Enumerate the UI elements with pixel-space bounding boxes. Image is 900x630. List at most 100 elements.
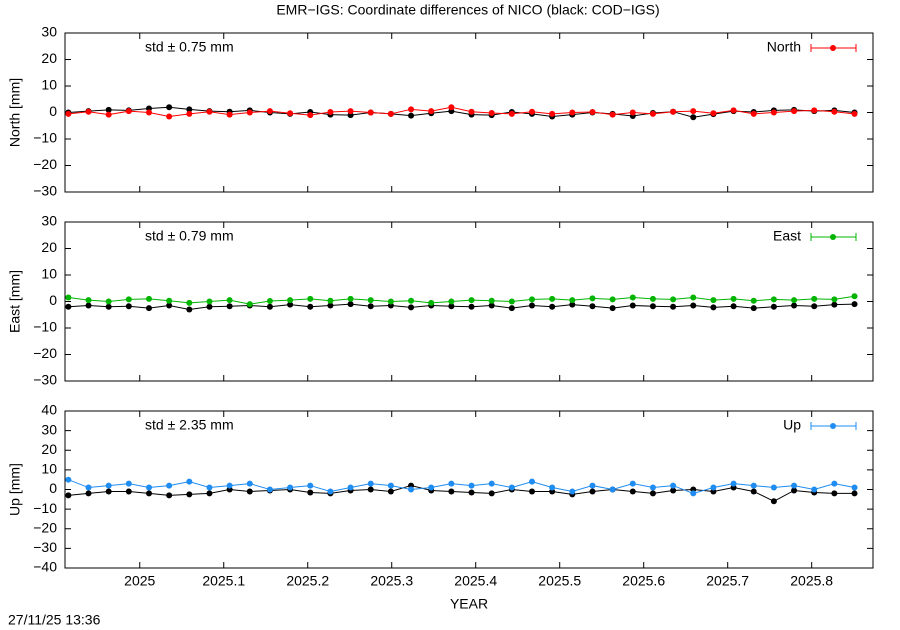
data-point (488, 110, 495, 117)
data-point (649, 295, 656, 302)
data-point (649, 484, 656, 491)
data-point (831, 108, 838, 115)
y-tick-label: −20 (33, 519, 57, 535)
data-point (791, 108, 798, 115)
data-point (851, 110, 858, 117)
data-point (206, 108, 213, 115)
data-point (508, 305, 515, 312)
x-axis-label: YEAR (450, 596, 488, 612)
x-tick-label: 2025.8 (790, 573, 833, 589)
series-line (68, 106, 855, 118)
data-point (85, 490, 92, 497)
data-point (85, 302, 92, 309)
data-point (287, 110, 294, 117)
data-point (105, 111, 112, 118)
data-point (629, 294, 636, 301)
legend-symbol (830, 234, 836, 240)
plot-frame (64, 410, 874, 569)
data-point (186, 110, 193, 117)
data-point (166, 297, 173, 304)
data-point (408, 106, 415, 113)
data-point (367, 297, 374, 304)
y-tick-label: −30 (33, 539, 57, 555)
data-point (387, 298, 394, 305)
data-point (428, 108, 435, 115)
data-point (226, 297, 233, 304)
data-point (549, 303, 556, 310)
data-point (408, 112, 415, 119)
data-point (468, 482, 475, 489)
data-point (670, 303, 677, 310)
data-point (125, 480, 132, 487)
data-point (226, 303, 233, 310)
data-point (670, 108, 677, 115)
data-point (408, 486, 415, 493)
y-tick-label: 0 (49, 292, 57, 308)
data-point (428, 484, 435, 491)
data-point (387, 110, 394, 117)
data-point (65, 294, 72, 301)
data-point (508, 110, 515, 117)
data-point (246, 109, 253, 116)
series-line (68, 303, 855, 310)
data-point (730, 303, 737, 310)
data-point (327, 302, 334, 309)
data-point (307, 295, 314, 302)
data-point (710, 484, 717, 491)
data-point (649, 110, 656, 117)
x-tick-label: 2025 (124, 573, 155, 589)
data-point (690, 490, 697, 497)
data-point (307, 482, 314, 489)
data-point (246, 301, 253, 308)
data-point (468, 108, 475, 115)
data-point (791, 482, 798, 489)
data-point (166, 104, 173, 111)
data-point (287, 301, 294, 308)
data-point (145, 484, 152, 491)
data-point (589, 303, 596, 310)
y-tick-label: 10 (41, 77, 57, 93)
chart-title: EMR−IGS: Coordinate differences of NICO … (276, 2, 659, 18)
data-point (851, 293, 858, 300)
data-point (166, 302, 173, 309)
data-point (408, 304, 415, 311)
y-tick-label: −40 (33, 559, 57, 575)
data-point (488, 302, 495, 309)
data-point (770, 498, 777, 505)
data-point (791, 487, 798, 494)
x-tick-label: 2025.6 (622, 573, 665, 589)
data-point (246, 488, 253, 495)
data-point (851, 490, 858, 497)
data-point (145, 305, 152, 312)
data-point (246, 480, 253, 487)
data-point (85, 484, 92, 491)
data-point (609, 296, 616, 303)
data-point (609, 486, 616, 493)
data-point (186, 106, 193, 113)
data-point (569, 488, 576, 495)
data-point (166, 113, 173, 120)
data-point (186, 306, 193, 313)
data-point (105, 298, 112, 305)
data-point (65, 476, 72, 483)
data-point (569, 109, 576, 116)
data-point (730, 480, 737, 487)
legend-symbol (830, 423, 836, 429)
y-tick-label: −10 (33, 130, 57, 146)
data-point (690, 302, 697, 309)
data-point (589, 488, 596, 495)
data-point (347, 484, 354, 491)
data-point (206, 484, 213, 491)
y-tick-label: −20 (33, 156, 57, 172)
data-point (448, 104, 455, 111)
timestamp: 27/11/25 13:36 (8, 612, 101, 628)
legend-label: North (767, 39, 801, 55)
y-tick-label: 20 (41, 50, 57, 66)
data-point (105, 303, 112, 310)
data-point (166, 482, 173, 489)
x-tick-label: 2025.1 (202, 573, 245, 589)
data-point (105, 482, 112, 489)
data-point (105, 488, 112, 495)
x-tick-label: 2025.2 (286, 573, 329, 589)
data-point (327, 108, 334, 115)
